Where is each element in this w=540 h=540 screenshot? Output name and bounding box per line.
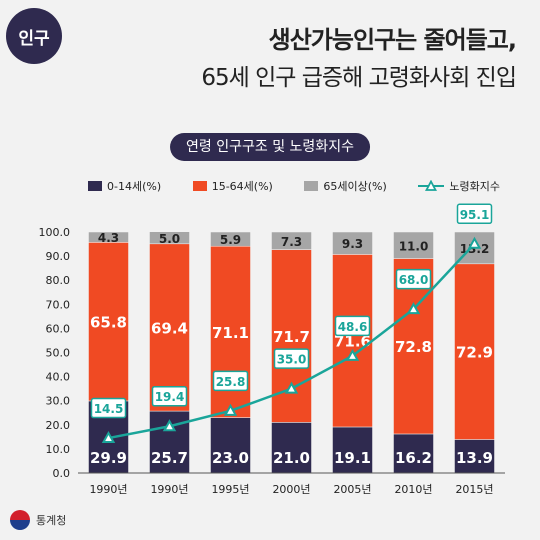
bar-segment-15-64	[88, 242, 129, 402]
legend-line-marker-icon	[418, 180, 445, 191]
index-label-box	[151, 385, 188, 407]
index-point-marker	[467, 236, 482, 249]
page-title: 생산가능인구는 줄어들고,	[268, 26, 517, 54]
legend-swatch-15-64	[192, 181, 207, 191]
index-label-box	[273, 348, 310, 369]
legend-item-65plus: 65세이상(%)	[304, 178, 387, 194]
y-tick-label: 50.0	[46, 347, 71, 360]
index-data-label: 95.1	[460, 208, 490, 222]
bar-segment-0-14	[393, 433, 434, 474]
bar-segment-65plus	[393, 231, 434, 259]
topic-badge-label: 인구	[18, 28, 50, 49]
bar-segment-0-14	[332, 426, 373, 474]
data-label-0-14: 19.1	[334, 449, 371, 467]
source-label: 통계청	[36, 514, 67, 527]
page-subtitle-line: 65세 인구 급증해 고령화사회 진입	[201, 65, 517, 91]
data-label-65plus: 9.3	[342, 237, 363, 251]
index-label-box	[334, 315, 371, 337]
bar-segment-15-64	[149, 243, 190, 412]
index-point-marker	[223, 403, 238, 416]
data-label-0-14: 16.2	[395, 449, 432, 467]
x-tick-label: 2015년	[455, 483, 493, 496]
data-label-15-64: 69.4	[151, 319, 188, 337]
bar-segment-65plus	[210, 231, 251, 247]
data-label-15-64: 71.1	[212, 324, 249, 342]
x-tick-label: 2005년	[333, 483, 371, 496]
index-label-box	[395, 268, 432, 290]
bar-segment-65plus	[149, 231, 190, 245]
x-tick-label: 1990년	[89, 483, 127, 496]
data-label-15-64: 65.8	[90, 314, 127, 332]
bar-segment-0-14	[271, 422, 312, 474]
topic-badge: 인구	[6, 8, 62, 64]
bar-segment-0-14	[454, 439, 495, 474]
index-label-box	[212, 370, 249, 392]
index-label-box	[90, 397, 127, 419]
legend-swatch-65plus	[304, 181, 319, 191]
x-tick-label: 2000년	[272, 483, 310, 496]
data-label-15-64: 71.7	[273, 328, 310, 346]
legend-swatch-0-14	[88, 181, 102, 191]
data-label-65plus: 5.0	[159, 232, 180, 246]
index-data-label: 14.5	[94, 402, 124, 416]
bar-segment-15-64	[332, 254, 373, 428]
index-point-marker	[345, 348, 360, 361]
data-label-65plus: 5.9	[220, 233, 241, 247]
chart-title: 연령 인구구조 및 노령화지수	[170, 133, 370, 161]
legend-item-15-64: 15-64세(%)	[192, 178, 273, 194]
bar-segment-65plus	[88, 231, 129, 243]
index-data-label: 25.8	[216, 375, 246, 389]
data-label-15-64: 71.6	[334, 333, 371, 351]
x-tick-label: 2010년	[394, 483, 432, 496]
y-tick-label: 30.0	[46, 395, 71, 408]
data-label-15-64: 72.8	[395, 338, 432, 356]
data-label-65plus: 4.3	[98, 231, 119, 245]
legend-label-index: 노령화지수	[449, 180, 500, 193]
bar-segment-65plus	[271, 231, 312, 250]
data-label-0-14: 25.7	[151, 449, 188, 467]
y-tick-label: 10.0	[46, 443, 71, 456]
index-point-marker	[406, 302, 421, 315]
bar-segment-15-64	[454, 263, 495, 440]
data-label-0-14: 21.0	[273, 449, 310, 467]
y-tick-label: 0.0	[53, 467, 71, 480]
index-data-label: 19.4	[155, 390, 185, 404]
legend-label-0-14: 0-14세(%)	[107, 180, 162, 193]
y-tick-label: 70.0	[46, 298, 71, 311]
data-label-0-14: 23.0	[212, 449, 249, 467]
government-emblem-icon	[10, 510, 30, 530]
y-tick-label: 20.0	[46, 419, 71, 432]
y-tick-label: 100.0	[39, 226, 71, 239]
x-tick-label: 1990년	[150, 483, 188, 496]
data-label-65plus: 7.3	[281, 235, 302, 249]
data-label-0-14: 13.9	[456, 449, 493, 467]
source-footer: 통계청	[10, 510, 66, 530]
legend-item-index: 노령화지수	[418, 178, 500, 194]
data-label-0-14: 29.9	[90, 449, 127, 467]
data-label-65plus: 11.0	[399, 239, 429, 253]
legend-label-65plus: 65세이상(%)	[323, 180, 387, 193]
index-data-label: 68.0	[399, 273, 429, 287]
y-tick-label: 40.0	[46, 371, 71, 384]
bar-segment-65plus	[332, 231, 373, 255]
index-data-label: 48.6	[338, 320, 368, 334]
y-tick-label: 90.0	[46, 250, 71, 263]
chart-legend: 0-14세(%) 15-64세(%) 65세이상(%) 노령화지수	[88, 178, 500, 194]
legend-label-15-64: 15-64세(%)	[211, 180, 273, 193]
index-data-label: 35.0	[277, 353, 307, 367]
legend-item-0-14: 0-14세(%)	[88, 178, 161, 194]
x-tick-label: 1995년	[211, 483, 249, 496]
index-point-marker	[284, 381, 299, 394]
data-label-15-64: 72.9	[456, 344, 493, 362]
y-tick-label: 60.0	[46, 322, 71, 335]
index-point-marker	[162, 419, 177, 432]
index-point-marker	[101, 430, 116, 444]
y-tick-label: 80.0	[46, 274, 71, 287]
index-label-box	[456, 203, 493, 225]
bar-segment-0-14	[210, 417, 251, 474]
